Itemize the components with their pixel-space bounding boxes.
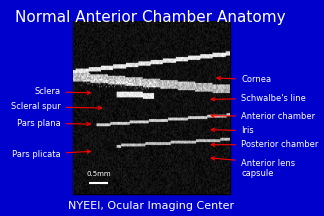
Text: Normal Anterior Chamber Anatomy: Normal Anterior Chamber Anatomy bbox=[16, 10, 286, 25]
Text: 0.5mm: 0.5mm bbox=[86, 171, 111, 177]
Text: Scleral spur: Scleral spur bbox=[11, 102, 102, 111]
Text: Pars plicata: Pars plicata bbox=[12, 150, 90, 159]
Text: Anterior lens: Anterior lens bbox=[211, 157, 295, 168]
Text: Sclera: Sclera bbox=[34, 87, 90, 96]
Bar bbox=[73, 22, 230, 194]
Text: Schwalbe's line: Schwalbe's line bbox=[211, 94, 306, 103]
Text: Pars plana: Pars plana bbox=[17, 119, 90, 128]
Text: Posterior chamber: Posterior chamber bbox=[211, 140, 318, 149]
Text: NYEEI, Ocular Imaging Center: NYEEI, Ocular Imaging Center bbox=[68, 201, 234, 211]
Text: Iris: Iris bbox=[211, 126, 254, 135]
Text: Anterior chamber: Anterior chamber bbox=[211, 112, 315, 121]
Text: capsule: capsule bbox=[241, 169, 273, 178]
Text: Cornea: Cornea bbox=[217, 75, 271, 84]
